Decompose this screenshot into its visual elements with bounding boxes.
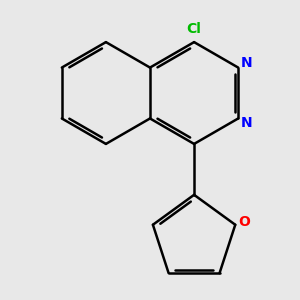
Text: Cl: Cl — [187, 22, 202, 36]
Text: N: N — [240, 56, 252, 70]
Text: O: O — [238, 215, 250, 229]
Text: N: N — [240, 116, 252, 130]
